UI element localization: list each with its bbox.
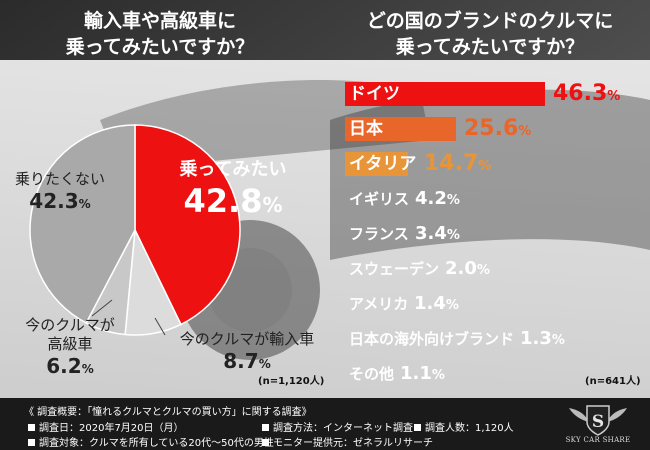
footer-title: 《 調査概要：「憧れるクルマとクルマの買い方」に関する調査》 xyxy=(24,407,312,418)
bar-category-label: イタリア xyxy=(349,154,417,174)
bar-row: フランス 3.4% xyxy=(345,220,645,250)
bar-category-label: フランス xyxy=(349,225,409,243)
bar-category-label: その他 xyxy=(349,365,395,383)
bar-category-label: イギリス xyxy=(349,190,410,208)
bar-row: イタリア 14.7% xyxy=(345,150,645,180)
pie-label-luxury-name: 今のクルマが 高級車 xyxy=(25,316,115,353)
pie-chart-title: 輸入車や高級車に 乗ってみたいですか？ xyxy=(0,8,320,60)
pie-label-luxury: 今のクルマが 高級車 6.2% xyxy=(10,316,130,381)
bar-sample-size: (n=641人) xyxy=(585,376,641,387)
pie-label-import-value: 8.7% xyxy=(223,349,271,373)
bar-value-label: 25.6% xyxy=(464,116,532,141)
pie-leader-import xyxy=(154,317,166,336)
bar-value-label: 1.1% xyxy=(400,363,445,384)
svg-text:S: S xyxy=(592,412,604,432)
bar-row: イギリス 4.2% xyxy=(345,185,645,215)
bar-category-label: ドイツ xyxy=(349,84,400,104)
bar-row: その他 1.1% xyxy=(345,360,645,390)
bar xyxy=(345,82,545,106)
footer-method: 調査方法：インターネット調査 xyxy=(262,419,413,434)
pie-label-import-name: 今のクルマが輸入車 xyxy=(179,330,315,348)
footer-target: 調査対象：クルマを所有している20代〜50代の男性 xyxy=(28,434,274,449)
bar-row: ドイツ 46.3% xyxy=(345,80,645,110)
footer-provider: モニター提供元：ゼネラルリサーチ xyxy=(262,434,433,449)
bar-row: スウェーデン 2.0% xyxy=(345,255,645,285)
bar-value-label: 3.4% xyxy=(415,223,460,244)
bar-value-label: 1.4% xyxy=(414,293,459,314)
bar-category-label: 日本 xyxy=(349,119,383,139)
bar-row: 日本 25.6% xyxy=(345,115,645,145)
sky-car-share-logo: S SKY CAR SHARE xyxy=(565,400,631,446)
pie-label-not-want: 乗りたくない 42.3% xyxy=(10,170,110,216)
pie-chart xyxy=(29,124,241,336)
bar-value-label: 46.3% xyxy=(553,81,621,106)
footer-date: 調査日：2020年7月20日（月） xyxy=(28,419,184,434)
pie-leader-luxury xyxy=(91,299,113,317)
bar-title-line2: 乗ってみたいですか？ xyxy=(395,36,585,58)
survey-footer: 《 調査概要：「憧れるクルマとクルマの買い方」に関する調査》 調査日：2020年… xyxy=(0,398,650,450)
bar-title-line1: どの国のブランドのクルマに xyxy=(366,10,614,32)
bar-value-label: 4.2% xyxy=(415,188,460,209)
pie-title-line1: 輸入車や高級車に xyxy=(83,10,236,32)
pie-label-want: 乗ってみたい 42.8% xyxy=(168,158,298,224)
pie-slice-not-want xyxy=(29,124,136,324)
pie-label-want-value: 42.8% xyxy=(183,182,283,220)
logo-text: SKY CAR SHARE xyxy=(565,436,631,444)
pie-label-import: 今のクルマが輸入車 8.7% xyxy=(162,330,332,376)
bar-row: 日本の海外向けブランド 1.3% xyxy=(345,325,645,355)
pie-label-not-want-name: 乗りたくない xyxy=(14,170,105,188)
pie-label-want-name: 乗ってみたい xyxy=(179,159,287,180)
pie-label-luxury-value: 6.2% xyxy=(46,354,94,378)
bar-value-label: 2.0% xyxy=(445,258,490,279)
bar xyxy=(345,117,456,141)
bar xyxy=(345,152,408,176)
pie-sample-size: (n=1,120人) xyxy=(258,376,325,387)
footer-count: 調査人数：1,120人 xyxy=(414,419,514,434)
logo-emblem-icon: S xyxy=(569,405,627,436)
pie-title-line2: 乗ってみたいですか？ xyxy=(65,36,255,58)
bar-value-label: 14.7% xyxy=(424,151,492,176)
bar-chart-title: どの国のブランドのクルマに 乗ってみたいですか？ xyxy=(330,8,650,60)
bar-category-label: 日本の海外向けブランド xyxy=(349,330,515,348)
pie-slice-want xyxy=(134,124,241,326)
bar-category-label: アメリカ xyxy=(349,295,409,313)
bar-value-label: 1.3% xyxy=(520,328,565,349)
bar-row: アメリカ 1.4% xyxy=(345,290,645,320)
bar-category-label: スウェーデン xyxy=(349,260,440,278)
pie-label-not-want-value: 42.3% xyxy=(29,189,91,213)
